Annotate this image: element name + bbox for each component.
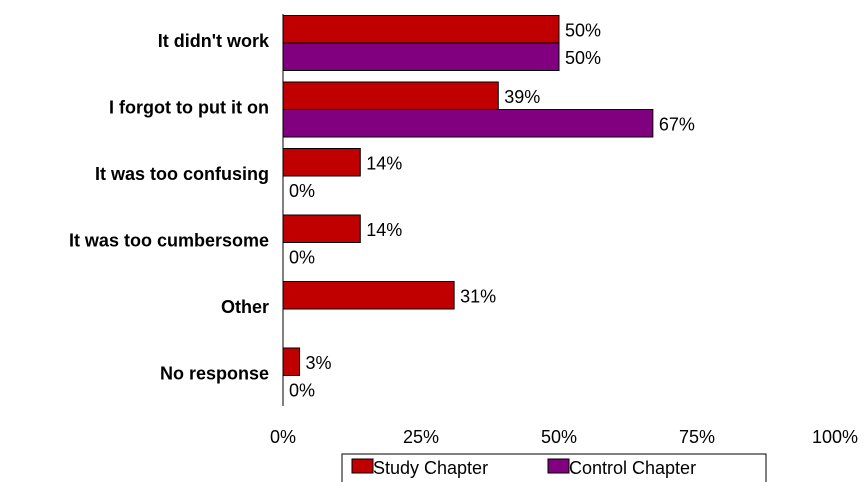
control-chapter-legend-swatch bbox=[547, 458, 570, 474]
study-chapter-bar bbox=[282, 281, 455, 310]
study-chapter-bar bbox=[282, 148, 361, 177]
study-chapter-legend-label: Study Chapter bbox=[373, 458, 488, 478]
control-chapter-value-label: 0% bbox=[289, 381, 315, 401]
study-chapter-value-label: 50% bbox=[565, 21, 601, 41]
control-chapter-bar bbox=[282, 109, 654, 138]
category-label: Other bbox=[221, 297, 269, 317]
x-tick-label: 0% bbox=[270, 427, 296, 447]
category-labels: It didn't work I forgot to put it on It wa… bbox=[69, 31, 270, 384]
control-chapter-value-label: 0% bbox=[289, 181, 315, 201]
study-chapter-bar bbox=[282, 347, 301, 376]
category-label: It was too confusing bbox=[95, 164, 269, 184]
study-chapter-bar bbox=[282, 15, 560, 44]
study-chapter-value-label: 14% bbox=[366, 154, 402, 174]
study-chapter-bar bbox=[282, 81, 499, 110]
category-label: I forgot to put it on bbox=[109, 98, 269, 118]
category-label: It was too cumbersome bbox=[69, 231, 269, 251]
control-chapter-value-label: 50% bbox=[565, 48, 601, 68]
control-chapter-bar bbox=[282, 42, 560, 71]
value-labels: 50% 50% 39% 67% 14% 0% 14% 0% 31% 3% 0% bbox=[289, 21, 695, 401]
x-tick-label: 50% bbox=[541, 427, 577, 447]
study-chapter-value-label: 14% bbox=[366, 220, 402, 240]
control-chapter-legend-label: Control Chapter bbox=[569, 458, 696, 478]
x-tick-label: 25% bbox=[403, 427, 439, 447]
study-chapter-legend-swatch bbox=[351, 458, 374, 474]
category-label: No response bbox=[160, 364, 269, 384]
study-chapter-value-label: 31% bbox=[460, 287, 496, 307]
x-tick-label: 100% bbox=[812, 427, 858, 447]
study-chapter-value-label: 39% bbox=[504, 87, 540, 107]
category-label: It didn't work bbox=[158, 31, 270, 51]
control-chapter-value-label: 0% bbox=[289, 248, 315, 268]
control-chapter-value-label: 67% bbox=[659, 115, 695, 135]
study-chapter-value-label: 3% bbox=[306, 353, 332, 373]
study-chapter-bar bbox=[282, 214, 361, 243]
x-tick-label: 75% bbox=[679, 427, 715, 447]
x-tick-labels: 0% 25% 50% 75% 100% bbox=[270, 427, 858, 447]
legend: Study Chapter Control Chapter bbox=[341, 453, 767, 482]
bars-group bbox=[282, 15, 654, 376]
